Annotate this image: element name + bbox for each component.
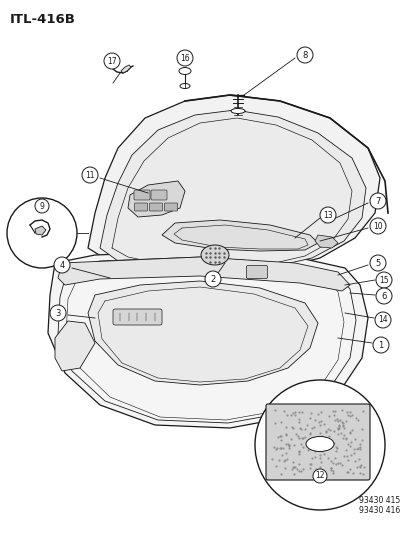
Text: 4: 4 <box>59 261 64 270</box>
FancyBboxPatch shape <box>266 404 369 480</box>
FancyBboxPatch shape <box>113 309 161 325</box>
Circle shape <box>374 312 390 328</box>
Circle shape <box>104 53 120 69</box>
Text: 12: 12 <box>314 472 324 481</box>
Polygon shape <box>48 251 367 428</box>
FancyBboxPatch shape <box>164 203 177 211</box>
Ellipse shape <box>201 245 228 265</box>
Text: 3: 3 <box>55 309 61 318</box>
Text: 1: 1 <box>377 341 383 350</box>
Circle shape <box>369 218 385 234</box>
Ellipse shape <box>305 437 333 451</box>
Ellipse shape <box>178 68 190 75</box>
Text: 17: 17 <box>107 56 116 66</box>
Circle shape <box>369 255 385 271</box>
Text: ITL-416B: ITL-416B <box>10 13 76 26</box>
Circle shape <box>54 257 70 273</box>
Polygon shape <box>161 220 317 251</box>
Circle shape <box>372 337 388 353</box>
FancyBboxPatch shape <box>246 265 267 279</box>
Text: 93430 415: 93430 415 <box>358 496 399 505</box>
Circle shape <box>177 50 192 66</box>
Text: 2: 2 <box>210 274 215 284</box>
FancyBboxPatch shape <box>151 190 166 200</box>
Circle shape <box>369 193 385 209</box>
Polygon shape <box>128 181 185 217</box>
Polygon shape <box>88 95 379 275</box>
Polygon shape <box>314 235 337 248</box>
Text: 14: 14 <box>377 316 387 325</box>
FancyBboxPatch shape <box>149 203 162 211</box>
Polygon shape <box>100 110 365 271</box>
Circle shape <box>375 288 391 304</box>
Text: 16: 16 <box>180 53 189 62</box>
Text: 93430 416: 93430 416 <box>358 506 399 515</box>
FancyBboxPatch shape <box>134 190 150 200</box>
Ellipse shape <box>230 109 244 114</box>
Ellipse shape <box>180 84 190 88</box>
Circle shape <box>312 469 326 483</box>
Circle shape <box>50 305 66 321</box>
Text: 13: 13 <box>323 211 332 220</box>
Text: 5: 5 <box>375 259 380 268</box>
Circle shape <box>319 207 335 223</box>
Circle shape <box>7 198 77 268</box>
Polygon shape <box>58 257 349 291</box>
Text: 8: 8 <box>301 51 307 60</box>
Text: 11: 11 <box>85 171 95 180</box>
Polygon shape <box>35 226 46 235</box>
Polygon shape <box>88 281 317 385</box>
Text: 9: 9 <box>40 201 44 211</box>
Text: 10: 10 <box>372 222 382 230</box>
Text: 7: 7 <box>375 197 380 206</box>
FancyBboxPatch shape <box>134 203 147 211</box>
Text: 15: 15 <box>378 276 388 285</box>
Circle shape <box>375 272 391 288</box>
Polygon shape <box>121 65 131 73</box>
Circle shape <box>254 380 384 510</box>
Circle shape <box>296 47 312 63</box>
Text: 6: 6 <box>380 292 386 301</box>
Circle shape <box>204 271 221 287</box>
Polygon shape <box>55 321 95 371</box>
Circle shape <box>82 167 98 183</box>
Circle shape <box>35 199 49 213</box>
